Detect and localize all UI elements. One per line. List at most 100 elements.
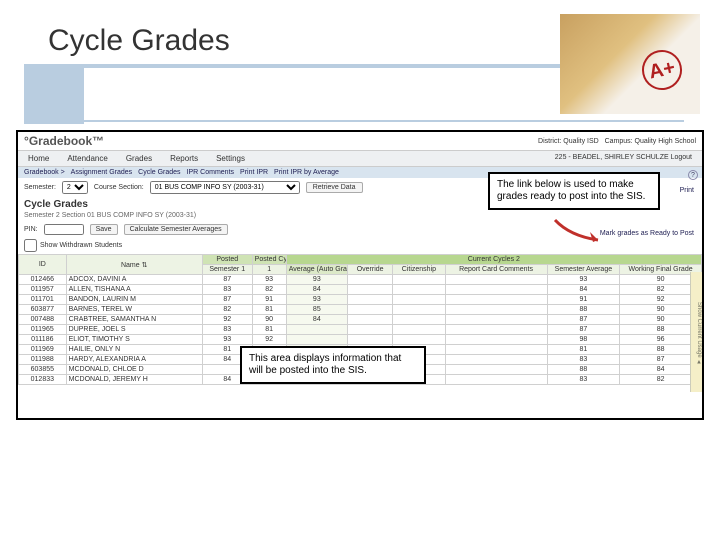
cell-override[interactable] bbox=[347, 285, 392, 295]
cell-avg: 85 bbox=[286, 305, 347, 315]
course-select[interactable]: 01 BUS COMP INFO SY (2003-31) bbox=[150, 181, 300, 194]
cell-sem1: 87 bbox=[202, 295, 252, 305]
table-row[interactable]: 007488CRABTREE, SAMANTHA N9290848790 bbox=[19, 315, 702, 325]
cell-citizenship[interactable] bbox=[393, 315, 445, 325]
cell-reportcard[interactable] bbox=[445, 335, 547, 345]
cell-name: BARNES, TEREL W bbox=[66, 305, 202, 315]
cell-c1: 82 bbox=[252, 285, 286, 295]
table-row[interactable]: 012466ADCOX, DAVINI A8793939390 bbox=[19, 275, 702, 285]
cell-semavg: 83 bbox=[547, 355, 620, 365]
cell-semavg: 91 bbox=[547, 295, 620, 305]
cell-citizenship[interactable] bbox=[393, 275, 445, 285]
cell-override[interactable] bbox=[347, 305, 392, 315]
calc-button[interactable]: Calculate Semester Averages bbox=[124, 224, 228, 235]
cell-name: ADCOX, DAVINI A bbox=[66, 275, 202, 285]
help-icon[interactable]: ? bbox=[688, 170, 698, 180]
cell-citizenship[interactable] bbox=[393, 295, 445, 305]
table-row[interactable]: 603877BARNES, TEREL W8281858890 bbox=[19, 305, 702, 315]
cell-name: ELIOT, TIMOTHY S bbox=[66, 335, 202, 345]
subnav-print-ipr-avg[interactable]: Print IPR by Average bbox=[274, 169, 339, 176]
col-reportcard[interactable]: Report Card Comments bbox=[445, 265, 547, 275]
cell-id: 011957 bbox=[19, 285, 67, 295]
tab-settings[interactable]: Settings bbox=[212, 153, 249, 164]
cell-semavg: 98 bbox=[547, 335, 620, 345]
col-id[interactable]: ID bbox=[19, 255, 67, 275]
col-c1[interactable]: 1 bbox=[252, 265, 286, 275]
callout-mid: This area displays information that will… bbox=[240, 346, 426, 384]
cell-sem1: 93 bbox=[202, 335, 252, 345]
cell-c1: 92 bbox=[252, 335, 286, 345]
cell-c1: 90 bbox=[252, 315, 286, 325]
cell-citizenship[interactable] bbox=[393, 305, 445, 315]
cell-citizenship[interactable] bbox=[393, 325, 445, 335]
cell-semavg: 93 bbox=[547, 275, 620, 285]
col-override[interactable]: Override bbox=[347, 265, 392, 275]
tab-attendance[interactable]: Attendance bbox=[63, 153, 111, 164]
cell-reportcard[interactable] bbox=[445, 285, 547, 295]
cell-semavg: 81 bbox=[547, 345, 620, 355]
cell-override[interactable] bbox=[347, 325, 392, 335]
tab-reports[interactable]: Reports bbox=[166, 153, 202, 164]
app-context: District: Quality ISD Campus: Quality Hi… bbox=[538, 138, 696, 145]
callout-top: The link below is used to make grades re… bbox=[488, 172, 660, 210]
cell-reportcard[interactable] bbox=[445, 315, 547, 325]
col-avg[interactable]: Average (Auto Grade) bbox=[286, 265, 347, 275]
pin-label: PIN: bbox=[24, 226, 38, 233]
cell-override[interactable] bbox=[347, 275, 392, 285]
cell-name: ALLEN, TISHANA A bbox=[66, 285, 202, 295]
cell-name: HARDY, ALEXANDRIA A bbox=[66, 355, 202, 365]
cell-name: MCDONALD, CHLOE D bbox=[66, 365, 202, 375]
cell-c1: 93 bbox=[252, 275, 286, 285]
col-name[interactable]: Name ⇅ bbox=[66, 255, 202, 275]
cell-citizenship[interactable] bbox=[393, 335, 445, 345]
tab-home[interactable]: Home bbox=[24, 153, 53, 164]
tab-grades[interactable]: Grades bbox=[122, 153, 156, 164]
save-button[interactable]: Save bbox=[90, 224, 118, 235]
cell-reportcard[interactable] bbox=[445, 295, 547, 305]
table-row[interactable]: 011957ALLEN, TISHANA A8382848482 bbox=[19, 285, 702, 295]
cell-sem1: 92 bbox=[202, 315, 252, 325]
cell-citizenship[interactable] bbox=[393, 285, 445, 295]
col-sem1[interactable]: Semester 1 bbox=[202, 265, 252, 275]
user-label: 225 - BEADEL, SHIRLEY SCHULZE Logout bbox=[551, 153, 696, 164]
subnav-ipr[interactable]: IPR Comments bbox=[187, 169, 234, 176]
subnav-cycle[interactable]: Cycle Grades bbox=[138, 169, 180, 176]
subnav-print-ipr[interactable]: Print IPR bbox=[240, 169, 268, 176]
main-tabs: Home Attendance Grades Reports Settings … bbox=[18, 150, 702, 167]
print-link[interactable]: Print bbox=[680, 187, 694, 194]
withdrawn-checkbox[interactable] bbox=[24, 239, 37, 252]
cell-avg: 84 bbox=[286, 315, 347, 325]
cell-sem1: 87 bbox=[202, 275, 252, 285]
cell-id: 011969 bbox=[19, 345, 67, 355]
cell-override[interactable] bbox=[347, 335, 392, 345]
pin-input[interactable] bbox=[44, 224, 84, 235]
ready-to-post-link[interactable]: Mark grades as Ready to Post bbox=[600, 230, 694, 237]
cell-avg bbox=[286, 325, 347, 335]
cell-override[interactable] bbox=[347, 295, 392, 305]
subnav-assign[interactable]: Assignment Grades bbox=[71, 169, 132, 176]
table-row[interactable]: 011186ELIOT, TIMOTHY S93929896 bbox=[19, 335, 702, 345]
cell-reportcard[interactable] bbox=[445, 275, 547, 285]
cell-id: 011965 bbox=[19, 325, 67, 335]
col-posted-cycles: Posted Cycles bbox=[252, 255, 286, 265]
col-citizenship[interactable]: Citizenship bbox=[393, 265, 445, 275]
cell-sem1: 82 bbox=[202, 305, 252, 315]
col-semavg[interactable]: Semester Average bbox=[547, 265, 620, 275]
semester-select[interactable]: 2 bbox=[62, 181, 88, 194]
cell-semavg: 88 bbox=[547, 305, 620, 315]
table-row[interactable]: 011701BANDON, LAURIN M8791939192 bbox=[19, 295, 702, 305]
cell-reportcard[interactable] bbox=[445, 365, 547, 375]
cell-reportcard[interactable] bbox=[445, 355, 547, 365]
arrow-icon bbox=[550, 218, 610, 248]
cell-override[interactable] bbox=[347, 315, 392, 325]
cell-reportcard[interactable] bbox=[445, 375, 547, 385]
cell-reportcard[interactable] bbox=[445, 325, 547, 335]
table-row[interactable]: 011965DUPREE, JOEL S83818788 bbox=[19, 325, 702, 335]
cell-reportcard[interactable] bbox=[445, 305, 547, 315]
subnav-root[interactable]: Gradebook > bbox=[24, 169, 65, 176]
cell-semavg: 87 bbox=[547, 325, 620, 335]
usage-tab[interactable]: Show Current Usage ▲ bbox=[690, 272, 702, 392]
retrieve-button[interactable]: Retrieve Data bbox=[306, 182, 363, 193]
cell-reportcard[interactable] bbox=[445, 345, 547, 355]
cell-c1: 81 bbox=[252, 325, 286, 335]
